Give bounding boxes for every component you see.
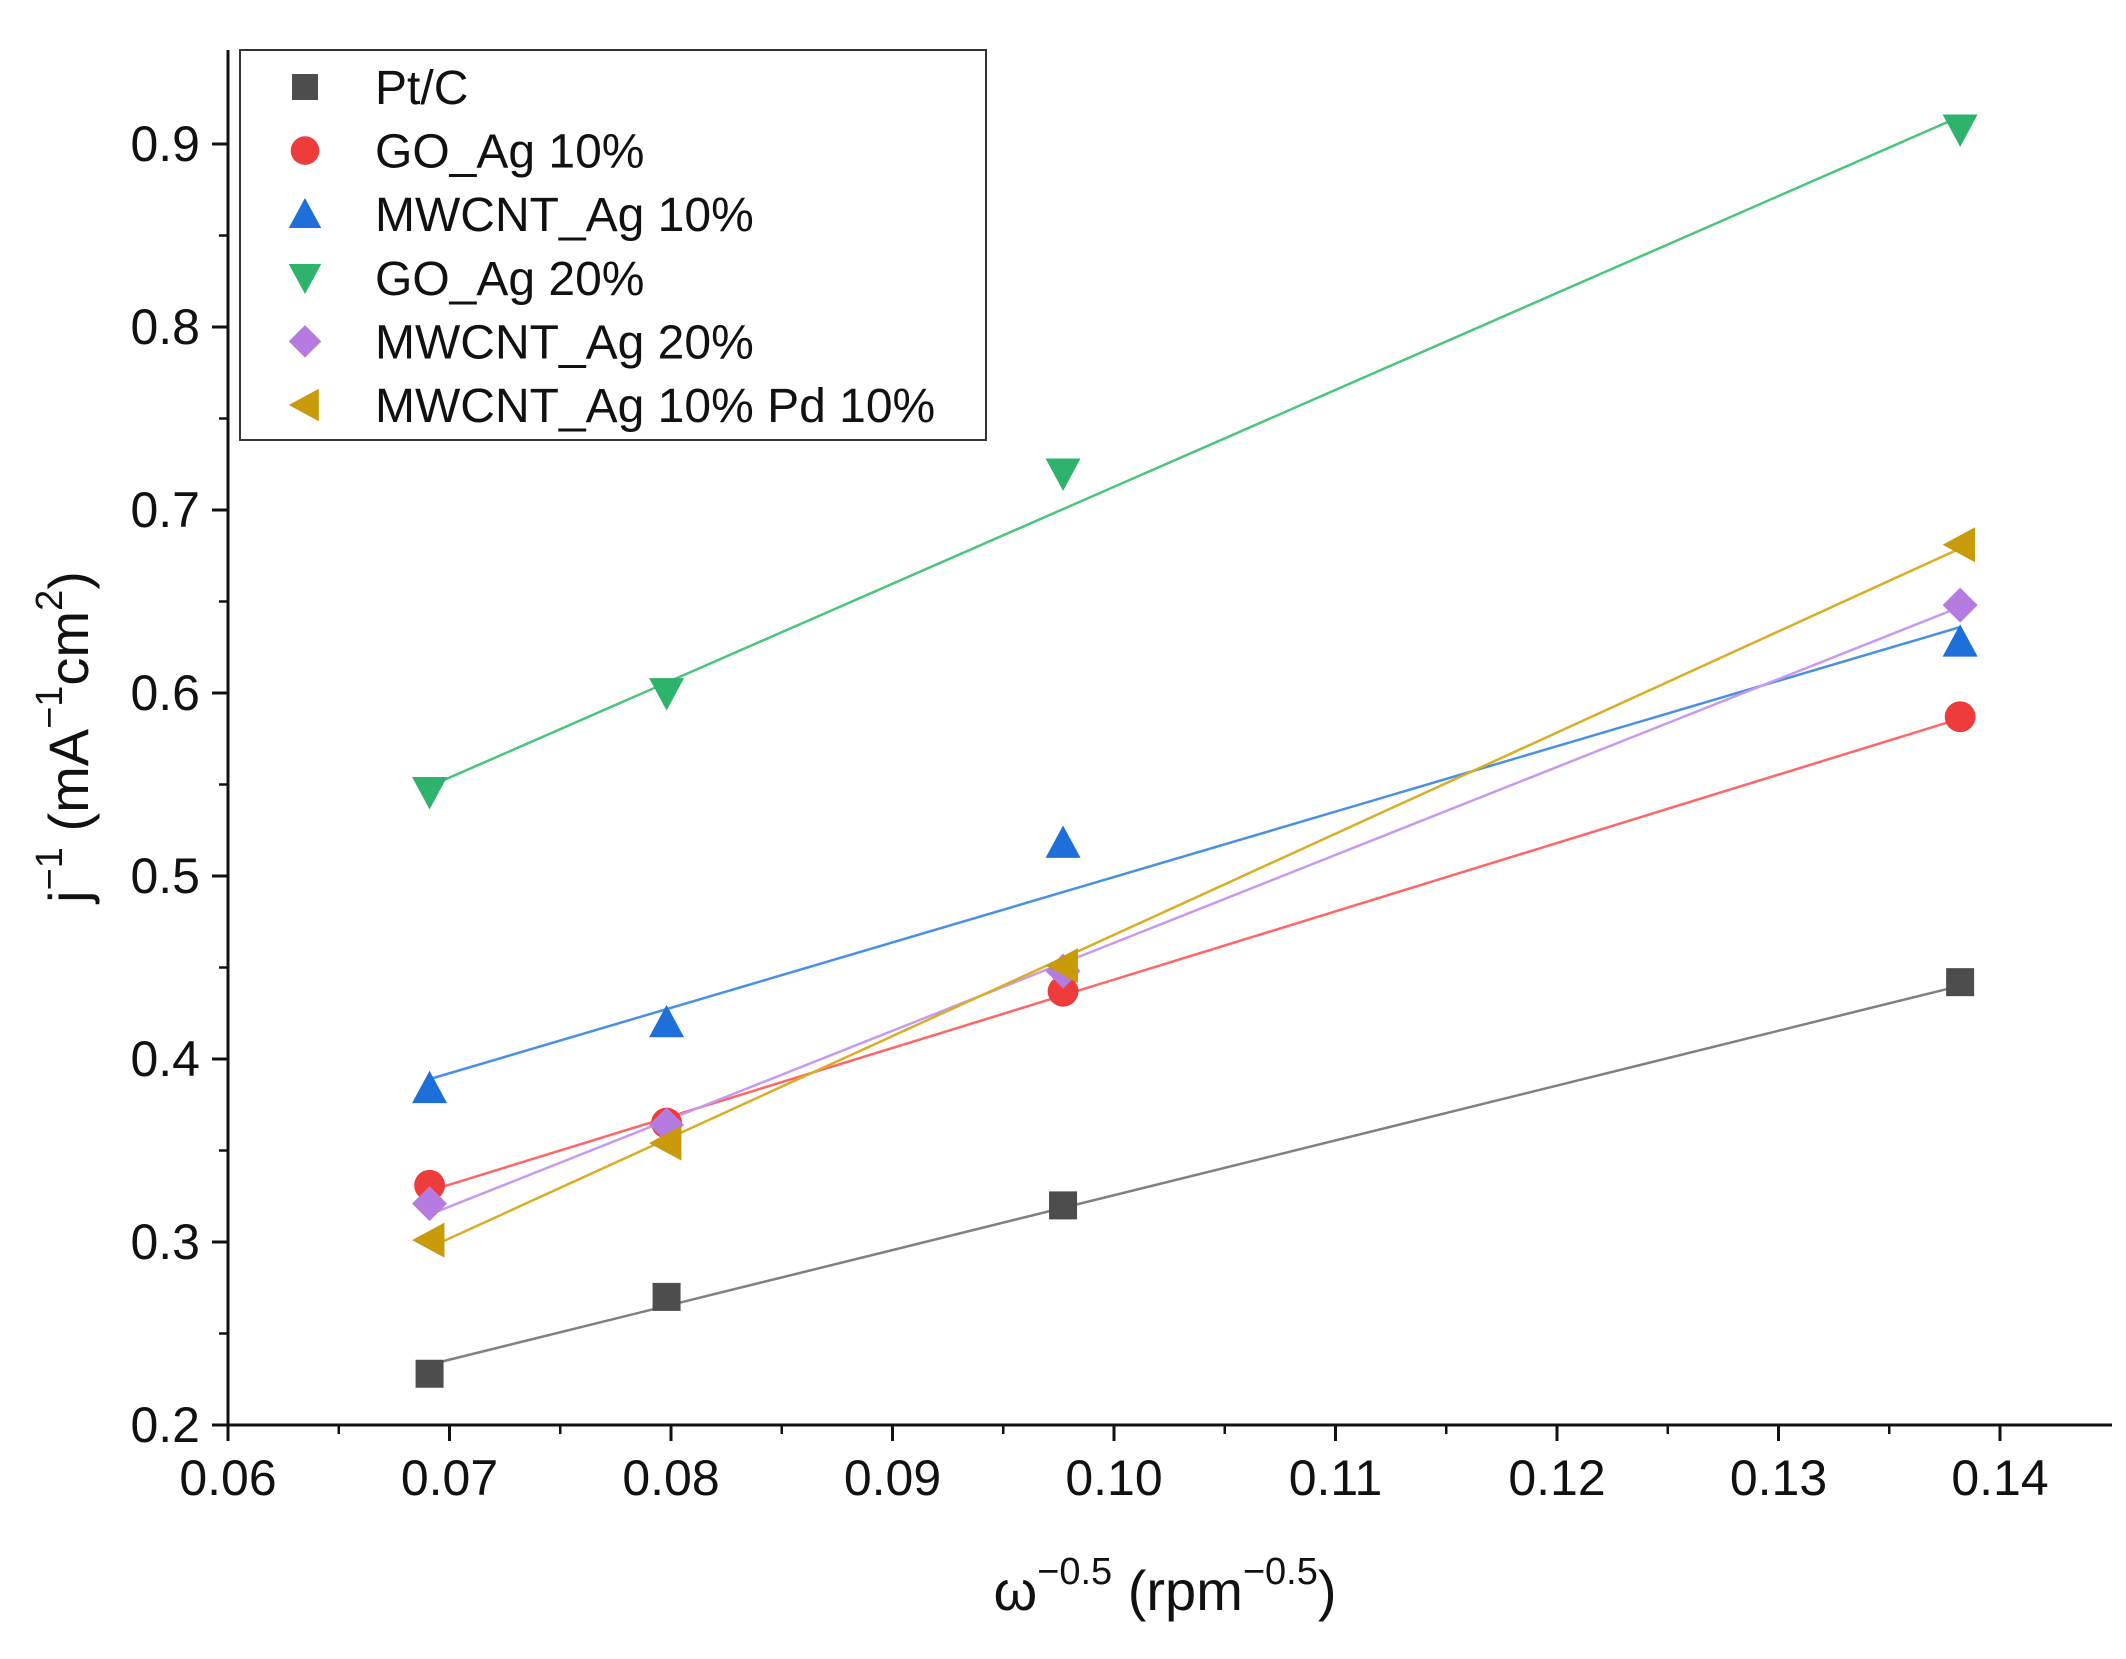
x-tick-label: 0.10 [1065, 1450, 1162, 1506]
x-tick-label: 0.06 [179, 1450, 276, 1506]
data-point-mwcnt-ag-10-pd-10 [412, 1222, 445, 1258]
data-point-mwcnt-ag-10 [649, 1004, 685, 1038]
data-point-pt-c [1049, 1191, 1078, 1220]
fit-line-pt-c [429, 984, 1961, 1366]
legend-label: MWCNT_Ag 20% [375, 316, 754, 369]
data-point-mwcnt-ag-10 [1045, 825, 1081, 858]
legend-label: GO_Ag 20% [375, 253, 644, 306]
data-point-go-ag-20 [1942, 114, 1978, 147]
data-point-go-ag-20 [649, 678, 685, 711]
fit-line-mwcnt-ag-10-pd-10 [429, 547, 1961, 1249]
fit-line-mwcnt-ag-20 [429, 605, 1961, 1216]
legend-marker [290, 136, 320, 165]
axes [226, 50, 2112, 1427]
y-axis-title: j−1 (mA−1cm2) [29, 571, 100, 905]
data-point-go-ag-20 [412, 776, 448, 810]
data-point-mwcnt-ag-10-pd-10 [1942, 527, 1976, 563]
fit-line-mwcnt-ag-10 [429, 625, 1961, 1081]
data-point-go-ag-10 [414, 1169, 445, 1201]
x-tick-label: 0.13 [1730, 1450, 1827, 1506]
ticks: 0.06 0.07 0.08 0.09 0.10 0.11 0.12 0.13 0.14 0.2 0… [130, 116, 2048, 1506]
legend-label: GO_Ag 10% [375, 126, 644, 179]
legend: Pt/C GO_Ag 10% MWCNT_Ag 10% GO_Ag 20% MWCNT_… [239, 49, 987, 441]
legend-label: MWCNT_Ag 10% [375, 189, 754, 242]
y-tick-label: 0.9 [130, 116, 200, 172]
fit-line-go-ag-20 [429, 115, 1961, 788]
data-point-mwcnt-ag-20 [412, 1186, 448, 1222]
legend-marker [288, 263, 322, 295]
y-tick-label: 0.5 [130, 848, 200, 904]
data-point-mwcnt-ag-10-pd-10 [649, 1125, 682, 1161]
y-tick-label: 0.8 [130, 299, 200, 355]
data-point-mwcnt-ag-10 [1942, 624, 1978, 657]
x-tick-label: 0.11 [1289, 1450, 1383, 1506]
legend-marker [292, 74, 318, 100]
legend-marker [288, 388, 319, 422]
data-point-go-ag-20 [1045, 458, 1081, 491]
y-tick-label: 0.7 [130, 482, 200, 538]
fit-lines [429, 115, 1961, 1366]
data-point-go-ag-10 [1944, 701, 1976, 733]
data-point-pt-c [652, 1282, 681, 1311]
points [412, 114, 1978, 1388]
data-point-mwcnt-ag-20 [1942, 587, 1978, 623]
y-tick-label: 0.6 [130, 665, 200, 721]
x-tick-label: 0.09 [844, 1450, 941, 1506]
legend-label: MWCNT_Ag 10% Pd 10% [375, 380, 935, 433]
x-axis-title: ω−0.5 (rpm−0.5) [993, 1551, 1336, 1622]
legend-marker [288, 325, 322, 358]
y-tick-label: 0.3 [130, 1214, 200, 1270]
x-tick-label: 0.07 [401, 1450, 498, 1506]
data-point-go-ag-10 [1047, 975, 1079, 1007]
x-tick-label: 0.08 [622, 1450, 719, 1506]
data-point-pt-c [1946, 968, 1975, 997]
y-tick-label: 0.2 [130, 1397, 200, 1453]
legend-marker [288, 197, 322, 229]
data-point-pt-c [415, 1359, 444, 1388]
legend-box [239, 49, 987, 441]
data-point-mwcnt-ag-10-pd-10 [1045, 948, 1078, 984]
data-point-mwcnt-ag-10 [412, 1070, 448, 1104]
x-tick-label: 0.14 [1951, 1450, 2048, 1506]
x-tick-label: 0.12 [1508, 1450, 1605, 1506]
y-tick-label: 0.4 [130, 1031, 200, 1087]
legend-label: Pt/C [375, 62, 468, 115]
